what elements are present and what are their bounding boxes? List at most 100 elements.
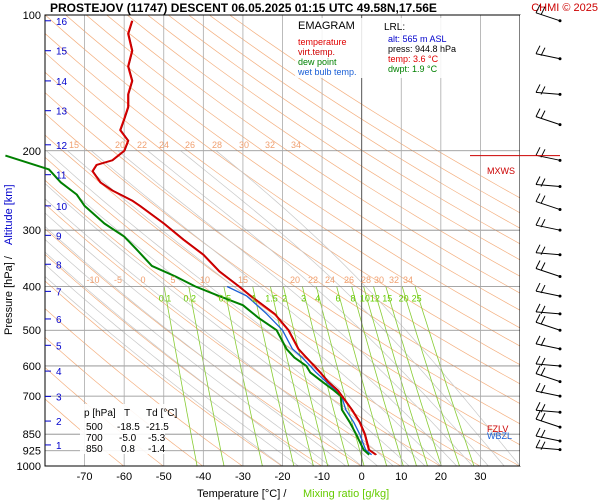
dry-adiabat xyxy=(45,253,322,466)
wind-barb-staff xyxy=(535,435,561,442)
wind-barb-staff xyxy=(535,373,561,383)
mixing-ratio-label: 0.1 xyxy=(159,293,172,303)
adiabat-label: 20 xyxy=(115,140,125,150)
wind-barb-flag xyxy=(540,47,546,56)
table-cell: -1.4 xyxy=(148,444,166,455)
dry-adiabat xyxy=(106,15,520,294)
wind-barb-flag xyxy=(535,439,541,448)
wind-barb xyxy=(535,45,562,61)
altitude-tick-label: 1 xyxy=(56,441,62,452)
wind-barb-flag xyxy=(535,176,541,185)
wind-barb-flag xyxy=(535,382,541,392)
wind-barb-flag xyxy=(535,147,541,156)
mixing-ratio-label: 1.5 xyxy=(265,293,278,303)
wind-barb xyxy=(535,193,562,212)
wind-barb-flag xyxy=(540,305,546,315)
wind-barb-flag xyxy=(540,284,546,294)
altitude-tick-label: 2 xyxy=(56,417,62,428)
wind-barb-staff xyxy=(535,154,561,161)
wind-panel xyxy=(520,15,600,466)
adiabat-label: 24 xyxy=(159,140,169,150)
pressure-tick-label: 600 xyxy=(23,361,41,373)
wind-barb-flag xyxy=(540,404,546,413)
mixing-ratio-line xyxy=(302,286,350,466)
wind-barb-flag xyxy=(540,316,546,325)
mxws-marker: MXWS xyxy=(487,166,515,176)
dry-adiabat xyxy=(45,52,520,385)
wind-barb-staff xyxy=(535,53,561,60)
x-axis-label-mixing: Mixing ratio [g/kg] xyxy=(303,488,389,500)
pressure-tick-label: 500 xyxy=(23,325,41,337)
adiabat-label: 26 xyxy=(185,140,195,150)
adiabat-label: 34 xyxy=(291,140,301,150)
wind-barb xyxy=(535,216,562,232)
pressure-tick-label: 1000 xyxy=(17,461,41,473)
wind-barb-staff xyxy=(535,447,561,451)
mixing-ratio-label: 10 xyxy=(360,293,370,303)
mixing-ratio-line xyxy=(373,286,428,466)
adiabat-label: 28 xyxy=(361,275,371,285)
mixing-ratio-label: 1 xyxy=(251,293,256,303)
wind-barb-staff xyxy=(535,12,561,22)
dry-adiabat xyxy=(65,15,520,329)
lrl-box: LRL: alt: 565 m ASL press: 944.8 hPa tem… xyxy=(382,18,474,78)
y-axis-label: Pressure [hPa] / xyxy=(3,255,15,335)
mixing-ratio-label: 2 xyxy=(282,293,287,303)
adiabat-label: -5 xyxy=(114,275,122,285)
dry-adiabat xyxy=(45,71,520,405)
wind-barb-flag xyxy=(540,384,546,394)
table-cell: 500 xyxy=(86,422,103,433)
grid-clip xyxy=(45,15,520,466)
altitude-tick-label: 14 xyxy=(56,77,68,88)
mixing-ratio-label: 12 xyxy=(370,293,380,303)
altitude-tick-label: 15 xyxy=(56,47,68,58)
mixing-ratio-label: 4 xyxy=(315,293,320,303)
adiabat-label: 24 xyxy=(325,275,335,285)
wind-barb xyxy=(535,176,562,188)
copyright-label: CHMI © 2025 xyxy=(531,2,598,14)
wind-barb-flag xyxy=(540,246,546,255)
wind-barb-flag xyxy=(535,365,541,374)
dry-adiabat xyxy=(45,15,520,347)
altitude-tick-label: 11 xyxy=(56,171,67,182)
lrl-temp: temp: 3.6 °C xyxy=(388,54,439,64)
wind-barb xyxy=(535,439,562,452)
wind-barb-flag xyxy=(540,86,546,95)
plot-grid xyxy=(44,14,521,467)
temperature-tick-label: 0 xyxy=(359,471,365,483)
temperature-tick-label: 30 xyxy=(474,471,486,483)
legend-virt-temp: virt.temp. xyxy=(298,47,335,57)
mixing-ratio-label: 25 xyxy=(412,293,422,303)
legend-temperature: temperature xyxy=(298,37,347,47)
wind-barb xyxy=(535,355,562,368)
altitude-tick-label: 12 xyxy=(56,141,68,152)
pressure-tick-label: 925 xyxy=(23,446,41,458)
wind-barb-staff xyxy=(535,252,561,256)
altitude-tick-label: 16 xyxy=(56,17,68,28)
wind-barb-flag xyxy=(535,355,541,365)
wind-barb-flag xyxy=(535,260,541,269)
wind-barb-flag xyxy=(535,402,541,411)
wind-barb xyxy=(535,402,562,414)
mixing-ratio-label: 0.2 xyxy=(183,293,196,303)
wind-barb-flag xyxy=(540,412,546,422)
wind-barb xyxy=(535,427,562,443)
legend-wet-bulb: wet bulb temp. xyxy=(297,67,357,77)
dry-adiabat xyxy=(126,15,520,277)
wind-barb-staff xyxy=(535,183,561,187)
lrl-alt: alt: 565 m ASL xyxy=(388,34,447,44)
adiabat-label: 30 xyxy=(374,275,384,285)
table-cell: 850 xyxy=(86,444,103,455)
wind-barbs xyxy=(470,4,600,466)
y-axis-label-altitude: Altitude [km] xyxy=(3,184,15,245)
wind-barb-staff xyxy=(535,321,561,331)
wind-barb xyxy=(535,244,562,257)
wind-barb-flag xyxy=(535,427,541,437)
temperature-tick-label: 20 xyxy=(435,471,447,483)
wind-barb-staff xyxy=(535,224,561,231)
altitude-tick-label: 13 xyxy=(56,107,68,118)
profile-series xyxy=(5,20,377,456)
altitude-tick-label: 3 xyxy=(56,392,62,403)
adiabat-label: 20 xyxy=(290,275,300,285)
